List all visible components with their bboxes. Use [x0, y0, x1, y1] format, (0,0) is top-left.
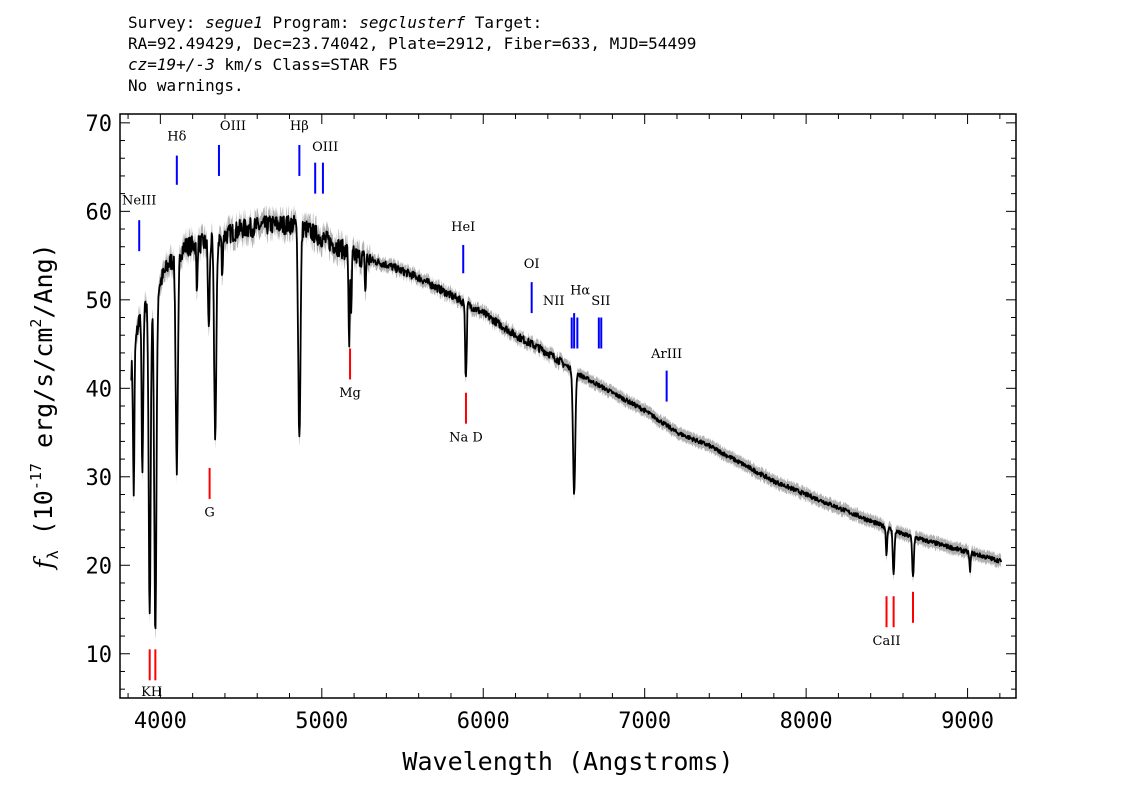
x-tick-label: 6000: [457, 709, 510, 734]
y-label-mid: (10: [29, 490, 58, 550]
x-tick-label: 9000: [941, 709, 994, 734]
emission-line-label: NII: [543, 294, 565, 309]
emission-line-label: OI: [524, 257, 540, 272]
header-line-survey: Survey: segue1 Program: segclusterf Targ…: [128, 12, 696, 33]
absorption-line-label: CaII: [873, 634, 901, 649]
class-value: km/s Class=STAR F5: [214, 55, 398, 74]
x-tick-label: 7000: [618, 709, 671, 734]
emission-line-label: ArIII: [650, 347, 682, 362]
absorption-line-label: Na D: [449, 430, 483, 445]
y-label-f: f: [29, 556, 58, 571]
emission-line-label: Hα: [570, 284, 590, 299]
absorption-line-label: G: [204, 506, 214, 521]
x-tick-label: 5000: [295, 709, 348, 734]
emission-line-label: OIII: [220, 119, 246, 134]
emission-line-label: Hβ: [290, 119, 309, 134]
spectrum-header: Survey: segue1 Program: segclusterf Targ…: [128, 12, 696, 96]
y-label-exp1: -17: [27, 463, 45, 490]
axis-ticks: [120, 114, 1016, 698]
y-tick-label: 10: [86, 643, 113, 668]
absorption-line-label: Mg: [339, 386, 361, 401]
y-axis-label: fλ (10-17 erg/s/cm2/Ang): [27, 243, 62, 570]
y-tick-label: 70: [86, 112, 113, 137]
emission-line-label: OIII: [312, 140, 338, 155]
program-label: Program:: [262, 13, 360, 32]
y-tick-label: 50: [86, 289, 113, 314]
cz-value: cz=19+/-3: [128, 55, 215, 74]
y-tick-label: 30: [86, 466, 113, 491]
y-tick-label: 60: [86, 200, 113, 225]
y-label-end: /Ang): [29, 243, 58, 318]
y-label-exp2: 2: [27, 319, 45, 328]
target-label: Target:: [465, 13, 543, 32]
emission-line-label: NeIII: [122, 193, 156, 208]
error-band: [131, 205, 1002, 639]
y-tick-label: 40: [86, 377, 113, 402]
y-label-lambda: λ: [44, 550, 62, 559]
spectrum-series: [130, 205, 1003, 639]
survey-label: Survey:: [128, 13, 206, 32]
absorption-line-label: KH: [141, 685, 162, 700]
emission-line-label: Hδ: [167, 130, 186, 145]
x-tick-label: 8000: [780, 709, 833, 734]
header-line-warnings: No warnings.: [128, 76, 244, 95]
emission-line-label: HeI: [451, 220, 475, 235]
y-tick-label: 20: [86, 554, 113, 579]
axis-tick-labels: 4000 5000 6000 7000 8000 9000 10 20 30 40 50 60 70: [86, 112, 995, 734]
plot-frame: [119, 113, 1017, 699]
spectrum-line: [130, 214, 1003, 630]
header-line-redshift: cz=19+/-3 km/s Class=STAR F5: [128, 54, 696, 75]
program-value: segclusterf: [359, 13, 466, 32]
emission-line-label: SII: [591, 294, 610, 309]
x-axis-label: Wavelength (Angstroms): [402, 747, 733, 776]
header-line-coords: RA=92.49429, Dec=23.74042, Plate=2912, F…: [128, 34, 697, 53]
y-label-mid2: erg/s/cm: [29, 328, 58, 463]
survey-value: segue1: [205, 13, 263, 32]
x-tick-label: 4000: [134, 709, 187, 734]
